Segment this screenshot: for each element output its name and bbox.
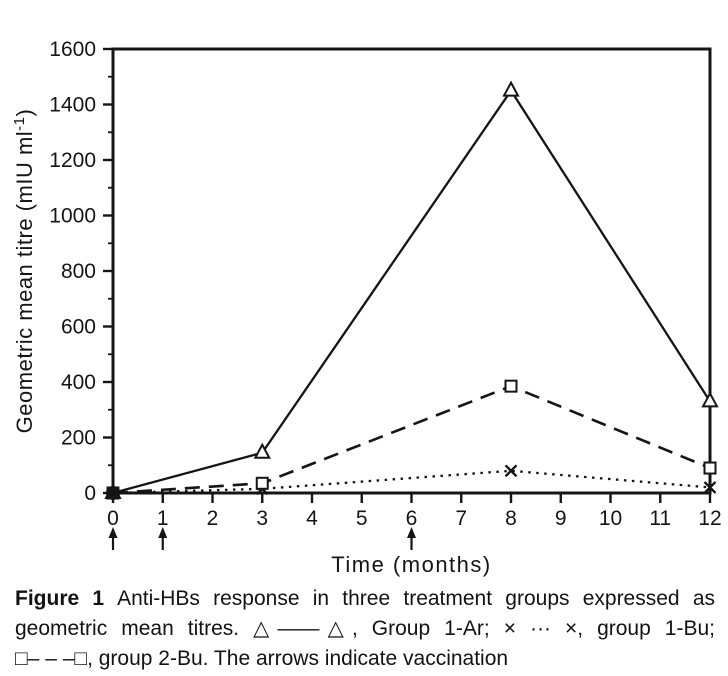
y-tick-label: 1400 [49,94,96,117]
origin-overlap-marker [106,486,120,500]
vaccination-arrow-head [108,527,118,538]
series-line-x [112,469,711,495]
x-tick-label: 3 [256,507,268,530]
x-tick-label: 11 [649,507,671,530]
x-tick-label: 1 [157,507,169,530]
marker-square [504,379,518,393]
y-tick-label: 1200 [49,149,96,172]
y-axis-title: Geometric mean titre (mIU ml-1) [11,109,37,434]
vaccination-arrow-head [158,527,168,538]
y-tick-label: 1600 [49,38,96,61]
series-line-triangle [112,88,711,495]
plot-frame [111,47,712,495]
x-tick-label: 4 [306,507,318,530]
x-tick-label: 5 [356,507,368,530]
vaccination-arrow-head [407,527,416,538]
x-tick-label: 10 [599,507,622,530]
caption-line-2: geometric mean titres. △——△, Group 1-Ar;… [15,617,715,640]
x-tick-label: 12 [698,507,721,530]
x-tick-label: 2 [207,507,219,530]
figure-caption: Figure 1 Anti-HBs response in three treat… [15,584,715,674]
x-tick-label: 0 [107,507,119,530]
figure-label: Figure 1 [15,587,105,610]
y-tick-label: 200 [61,427,96,450]
y-tick-label: 800 [61,260,96,283]
series-line-square [112,384,711,495]
x-tick-label: 7 [455,507,467,530]
y-tick-label: 1000 [49,205,96,228]
marker-triangle [701,391,719,408]
caption-line-1-text: Anti-HBs response in three treatment gro… [117,587,715,610]
y-tick-label: 400 [61,371,96,394]
marker-square [255,476,269,490]
caption-line-1: Figure 1 Anti-HBs response in three treat… [15,584,715,614]
caption-line-3: □– – –□, group 2-Bu. The arrows indicate… [15,647,509,670]
marker-triangle [502,80,520,97]
x-tick-label: 6 [406,507,418,530]
x-axis-title: Time (months) [331,552,491,577]
x-tick-label: 9 [555,507,567,530]
y-tick-label: 600 [61,316,96,339]
marker-triangle [253,442,271,459]
marker-x [703,481,717,494]
y-tick-label: 0 [84,482,96,505]
marker-square [703,461,717,475]
marker-x [504,464,518,478]
x-tick-label: 8 [505,507,517,530]
